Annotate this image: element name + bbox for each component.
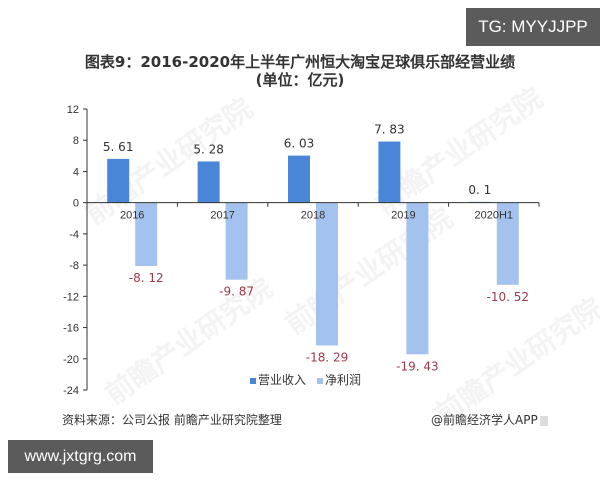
credit-note: @前瞻经济学人APP xyxy=(431,411,548,428)
x-tick-label: 2018 xyxy=(301,210,325,222)
y-tick-label: -12 xyxy=(63,291,79,303)
y-tick-label: -16 xyxy=(63,323,79,335)
revenue-value-label: 5. 61 xyxy=(103,140,134,154)
revenue-value-label: 5. 28 xyxy=(193,142,224,156)
revenue-value-label: 7. 83 xyxy=(374,123,405,137)
legend-swatch-revenue xyxy=(250,378,256,384)
y-tick-label: -8 xyxy=(69,260,79,272)
x-tick-label: 2016 xyxy=(120,210,144,222)
y-tick-label: 4 xyxy=(73,166,79,178)
bar-revenue xyxy=(107,158,130,203)
source-note: 资料来源：公司公报 前瞻产业研究院整理 xyxy=(62,413,282,427)
profit-value-label: -9. 87 xyxy=(219,285,254,299)
revenue-value-label: 6. 03 xyxy=(284,137,315,151)
bar-profit xyxy=(316,202,338,346)
chart-title: 图表9：2016-2020年上半年广州恒大淘宝足球俱乐部经营业绩 xyxy=(84,53,516,71)
revenue-value-label: 0. 1 xyxy=(468,183,491,197)
legend-label-profit: 净利润 xyxy=(325,373,361,387)
bar-revenue xyxy=(288,155,310,203)
y-tick-label: 12 xyxy=(67,104,79,116)
x-tick-label: 2019 xyxy=(391,210,415,222)
profit-value-label: -10. 52 xyxy=(487,290,530,304)
credit-text: @前瞻经济学人APP xyxy=(431,413,538,427)
profit-value-label: -19. 43 xyxy=(396,359,439,373)
bar-profit xyxy=(406,202,429,355)
bar-profit xyxy=(135,202,158,267)
chart-unit-subtitle: (单位：亿元) xyxy=(255,71,345,89)
profit-value-label: -8. 12 xyxy=(129,271,164,285)
profit-value-label: -18. 29 xyxy=(306,350,349,364)
credit-mark xyxy=(539,415,548,426)
bar-revenue xyxy=(378,141,401,203)
site-badge: www.jxtgrg.com xyxy=(8,440,153,473)
x-tick-label: 2020H1 xyxy=(475,210,514,222)
legend-label-revenue: 营业收入 xyxy=(258,373,306,387)
y-tick-label: -20 xyxy=(63,354,79,366)
bar-chart: 12 8 4 0 -4 -8 -12 -16 -20 -24 5. 61 -8. 12 5. 28 -9.… xyxy=(63,104,540,397)
bar-profit xyxy=(225,202,248,280)
y-tick-label: -24 xyxy=(63,385,79,397)
y-tick-label: 8 xyxy=(73,135,79,147)
bar-profit xyxy=(496,202,519,285)
legend-swatch-profit xyxy=(317,378,323,384)
x-tick-label: 2017 xyxy=(210,210,234,222)
y-tick-label: -4 xyxy=(69,229,79,241)
bar-revenue xyxy=(197,161,220,203)
y-tick-label: 0 xyxy=(73,198,79,210)
tg-badge: TG: MYYJJPP xyxy=(466,8,600,46)
